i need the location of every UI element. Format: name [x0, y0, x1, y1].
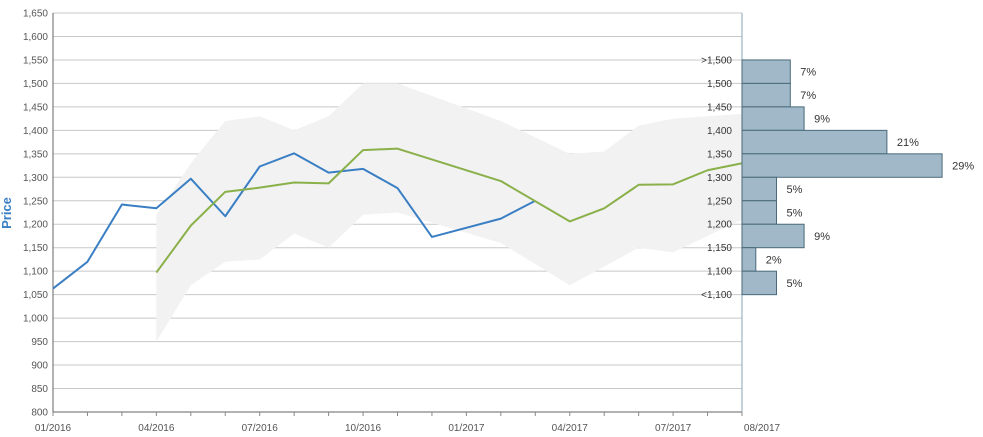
x-tick-label: 07/2016	[242, 423, 279, 434]
histogram-bar	[741, 200, 777, 225]
y-tick-label: 1,200	[23, 220, 48, 231]
histogram-bin-label: 1,250	[707, 196, 732, 207]
histogram-bar	[741, 153, 943, 178]
histogram-bar	[741, 270, 777, 296]
y-tick-label: 1,100	[23, 267, 48, 278]
x-axis-ticks: 01/2016 04/2016 07/2016 10/2016 01/2017 04/20…	[35, 412, 781, 434]
y-axis-ticks: 800 850 900 950 1,000 1,050 1,100 1,150 1,200 1,2…	[23, 9, 48, 419]
histogram-bin-label: 1,350	[707, 149, 732, 160]
histogram-percent-label: 5%	[787, 208, 803, 220]
histogram-bin-label: 1,100	[707, 267, 732, 278]
histogram-percent-label: 2%	[766, 254, 782, 266]
y-tick-label: 850	[31, 384, 48, 395]
histogram-bar	[741, 176, 777, 202]
histogram-bar	[741, 223, 805, 249]
y-tick-label: 900	[31, 361, 48, 372]
x-tick-label: 04/2016	[138, 423, 175, 434]
x-tick-label: 01/2016	[35, 423, 72, 434]
series-lines	[52, 147, 743, 290]
y-tick-label: 1,000	[23, 314, 48, 325]
histogram-bin-label: 1,200	[707, 220, 732, 231]
y-tick-label: 1,600	[23, 32, 48, 43]
y-tick-label: 1,450	[23, 102, 48, 113]
histogram-bar	[741, 129, 888, 155]
range-band-area	[156, 83, 743, 342]
y-tick-label: 1,250	[23, 196, 48, 207]
histogram-percent-label: 7%	[800, 67, 816, 79]
histogram-percent-label: 5%	[787, 184, 803, 196]
histogram-bar	[741, 106, 805, 131]
histogram-bin-label: 1,450	[707, 102, 732, 113]
histogram-bin-label: 1,400	[707, 126, 732, 137]
histogram-percent-label: 29%	[952, 161, 974, 173]
histogram-percent-label: 9%	[814, 231, 830, 243]
y-tick-label: 1,050	[23, 290, 48, 301]
x-tick-label: 04/2017	[552, 423, 589, 434]
histogram-bar	[741, 59, 791, 84]
histogram-bin-label: 1,300	[707, 173, 732, 184]
histogram-bar	[741, 247, 757, 272]
histogram-percent-label: 21%	[897, 137, 919, 149]
y-tick-label: 1,300	[23, 173, 48, 184]
series-line-actual	[52, 152, 536, 290]
histogram-bin-label: 1,500	[707, 79, 732, 90]
forecast-range-band	[156, 83, 743, 342]
y-axis-label: Price	[0, 197, 14, 229]
y-tick-label: 1,150	[23, 243, 48, 254]
histogram-percent-label: 9%	[814, 114, 830, 126]
y-tick-label: 1,500	[23, 79, 48, 90]
y-tick-label: 1,550	[23, 55, 48, 66]
x-tick-label: 07/2017	[655, 423, 692, 434]
histogram-percent-label: 7%	[800, 90, 816, 102]
y-tick-label: 1,350	[23, 149, 48, 160]
y-tick-label: 950	[31, 337, 48, 348]
histogram-bin-label: <1,100	[701, 290, 732, 301]
histogram-bin-label: 1,150	[707, 243, 732, 254]
histogram-percent-label: 5%	[787, 278, 803, 290]
x-tick-label: 10/2016	[345, 423, 382, 434]
x-tick-label: 01/2017	[448, 423, 485, 434]
y-tick-label: 1,650	[23, 9, 48, 20]
series-line-forecast	[155, 147, 743, 274]
x-tick-label: 08/2017	[744, 423, 781, 434]
y-tick-label: 800	[31, 408, 48, 419]
histogram-bin-label: >1,500	[701, 55, 732, 66]
histogram-bar	[741, 82, 791, 108]
distribution-histogram: >1,500 7% 1,500 7% 1,450 9% 1,400 21% 1,350 29% 1,…	[701, 55, 974, 301]
y-tick-label: 1,400	[23, 126, 48, 137]
